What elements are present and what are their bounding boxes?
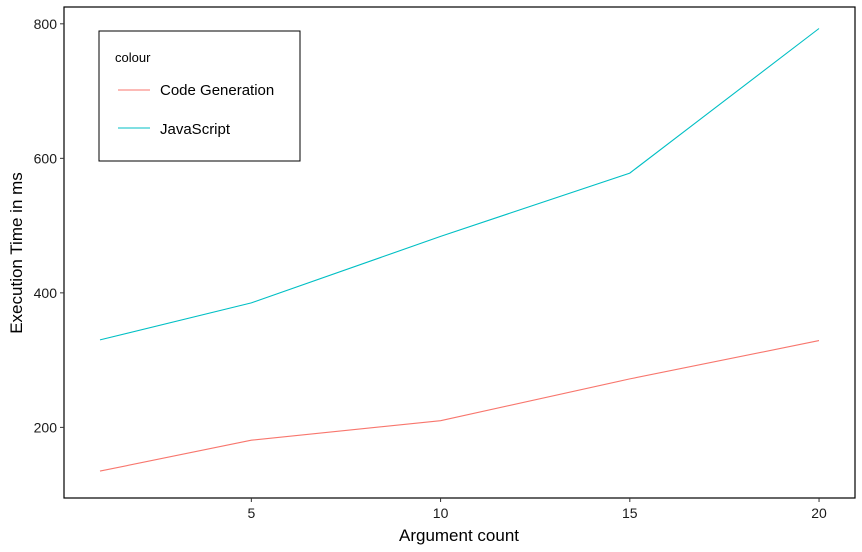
series-lines — [99, 28, 820, 472]
series-line-javascript — [99, 28, 820, 341]
x-tick-label: 10 — [433, 505, 449, 521]
legend-box — [98, 30, 301, 162]
y-tick-label: 800 — [34, 16, 58, 32]
y-axis-ticks: 200 400 600 800 — [34, 16, 64, 435]
x-tick-label: 15 — [622, 505, 638, 521]
series-line-code-generation — [99, 340, 820, 472]
y-tick-label: 200 — [34, 419, 58, 435]
legend-title: colour — [115, 50, 151, 65]
x-axis-ticks: 5 10 15 20 — [247, 498, 827, 521]
legend-label-code-generation: Code Generation — [160, 82, 274, 99]
x-tick-label: 20 — [811, 505, 827, 521]
legend-label-javascript: JavaScript — [160, 121, 231, 138]
x-tick-label: 5 — [247, 505, 255, 521]
y-axis-title: Execution Time in ms — [7, 172, 26, 334]
y-tick-label: 400 — [34, 285, 58, 301]
x-axis-title: Argument count — [399, 526, 519, 545]
y-tick-label: 600 — [34, 150, 58, 166]
legend: colour Code Generation JavaScript — [98, 30, 301, 162]
